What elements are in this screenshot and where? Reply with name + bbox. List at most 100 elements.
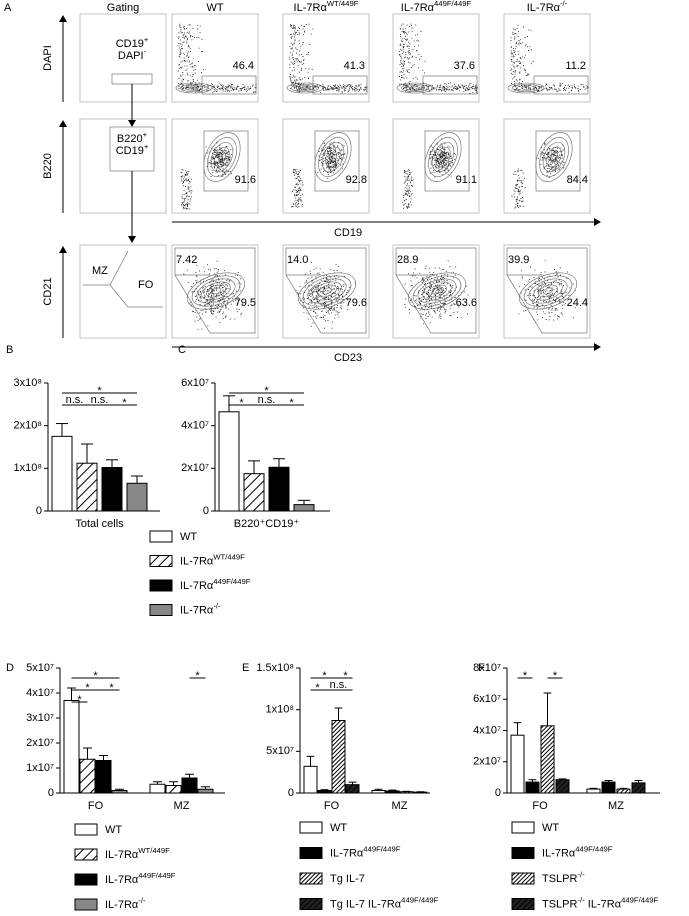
panel-label: A <box>4 2 12 14</box>
legend-label-part: WT <box>330 822 347 834</box>
legend-label-part: WT <box>180 531 197 543</box>
flow-plot <box>282 244 370 339</box>
gate <box>533 75 589 95</box>
gate <box>314 130 360 192</box>
y-tick-label: 5x10⁷ <box>266 745 294 757</box>
legend-label: IL-7Rα449F/449F <box>105 871 176 886</box>
legend-label-part: WT <box>105 824 122 836</box>
x-axis-label: CD23 <box>334 352 362 364</box>
column-header-part: Gating <box>107 2 139 14</box>
column-header: IL-7Rα-/- <box>527 0 568 14</box>
gate-percent: 7.42 <box>176 254 197 266</box>
column-header-part: -/- <box>560 0 568 8</box>
flow-contour <box>291 83 319 93</box>
flow-contour <box>191 275 241 307</box>
flow-plot <box>79 244 167 339</box>
column-header-part: 449F/449F <box>434 0 471 8</box>
y-tick-label: 0 <box>203 505 209 517</box>
legend-label: Tg IL-7 <box>330 873 365 885</box>
row-label: B220 <box>42 153 54 179</box>
flow-contour <box>539 137 569 177</box>
significance-label: n.s. <box>66 394 84 406</box>
flow-contour <box>210 287 222 295</box>
flow-contour <box>201 281 231 301</box>
flow-contour <box>405 85 425 91</box>
flow-contour <box>210 141 234 173</box>
y-tick-label: 6x10⁷ <box>473 693 501 705</box>
significance-label: * <box>93 670 98 682</box>
gate-label: FO <box>138 279 154 291</box>
legend-label-part: IL-7Rα <box>542 847 576 859</box>
gate <box>201 75 257 95</box>
legend-label: TSLPR-/- <box>542 870 585 885</box>
gate-label: B220+ <box>117 130 148 145</box>
column-header-part: WT/449F <box>327 0 359 8</box>
bar <box>345 784 360 794</box>
flow-plot <box>171 244 259 339</box>
gate-label: CD19+ <box>116 142 149 157</box>
significance-label: * <box>553 670 558 682</box>
bar <box>540 725 555 794</box>
x-tick-label: Total cells <box>75 518 124 530</box>
legend-label: TSLPR-/- IL-7Rα449F/449F <box>542 895 659 910</box>
bar <box>303 765 318 794</box>
legend-label-part: 449F/449F <box>138 871 175 880</box>
y-tick-label: 0 <box>36 505 42 517</box>
row-label: DAPI <box>42 45 54 71</box>
gate-label: DAPI- <box>118 47 147 62</box>
flow-contour <box>203 132 241 182</box>
bar <box>317 790 332 794</box>
flow-contour <box>417 278 457 304</box>
flow-contour <box>431 141 455 173</box>
gate-percent: 79.5 <box>235 297 256 309</box>
gate <box>285 247 367 334</box>
gate <box>395 247 477 334</box>
flow-contour <box>507 82 545 94</box>
flow-contour <box>528 278 568 304</box>
legend-label: WT <box>542 822 559 834</box>
gate-label-part: DAPI <box>118 50 144 62</box>
flow-contour <box>180 83 208 93</box>
bar <box>165 785 182 794</box>
gate <box>312 75 368 95</box>
gate <box>203 130 249 192</box>
flow-contour <box>218 151 226 163</box>
gate-percent: 46.4 <box>233 60 254 72</box>
gate-label-part: CD19 <box>116 38 144 50</box>
column-header-part: WT <box>206 2 223 14</box>
legend-label-part: IL-7Rα <box>585 898 622 910</box>
flow-contour <box>184 85 204 91</box>
gate-label: MZ <box>92 265 108 277</box>
legend-swatch <box>299 821 323 834</box>
significance-label: * <box>77 694 82 706</box>
legend-swatch <box>299 847 323 859</box>
significance-label: * <box>85 682 90 694</box>
flow-contour <box>189 86 199 90</box>
legend-label: Tg IL-7 IL-7Rα449F/449F <box>330 895 439 910</box>
bar <box>399 791 414 794</box>
gate-label-part: - <box>144 47 147 56</box>
legend-swatch <box>74 823 98 836</box>
bar <box>413 791 428 794</box>
legend-label: IL-7Rα-/- <box>105 896 146 911</box>
column-header: WT <box>206 2 223 14</box>
legend-label-part: -/- <box>577 870 585 879</box>
gate-percent: 79.6 <box>346 297 367 309</box>
x-tick-label: MZ <box>392 800 408 812</box>
y-tick-label: 1x10⁸ <box>14 462 43 474</box>
flow-contour <box>518 272 578 310</box>
legend-swatch <box>511 872 535 885</box>
flow-contour <box>412 275 462 307</box>
gate-percent: 39.9 <box>508 254 529 266</box>
y-tick-label: 2x10⁷ <box>473 756 501 768</box>
flow-contour <box>317 284 337 298</box>
legend-label-part: WT <box>542 822 559 834</box>
flow-contour <box>550 151 558 163</box>
legend-label-part: WT/449F <box>213 552 245 561</box>
x-tick-label: FO <box>324 800 340 812</box>
flow-contour <box>307 278 347 304</box>
flow-plot <box>392 118 480 214</box>
flow-contour <box>286 82 324 94</box>
gate-label-part: CD19 <box>116 145 144 157</box>
bar <box>371 790 386 794</box>
